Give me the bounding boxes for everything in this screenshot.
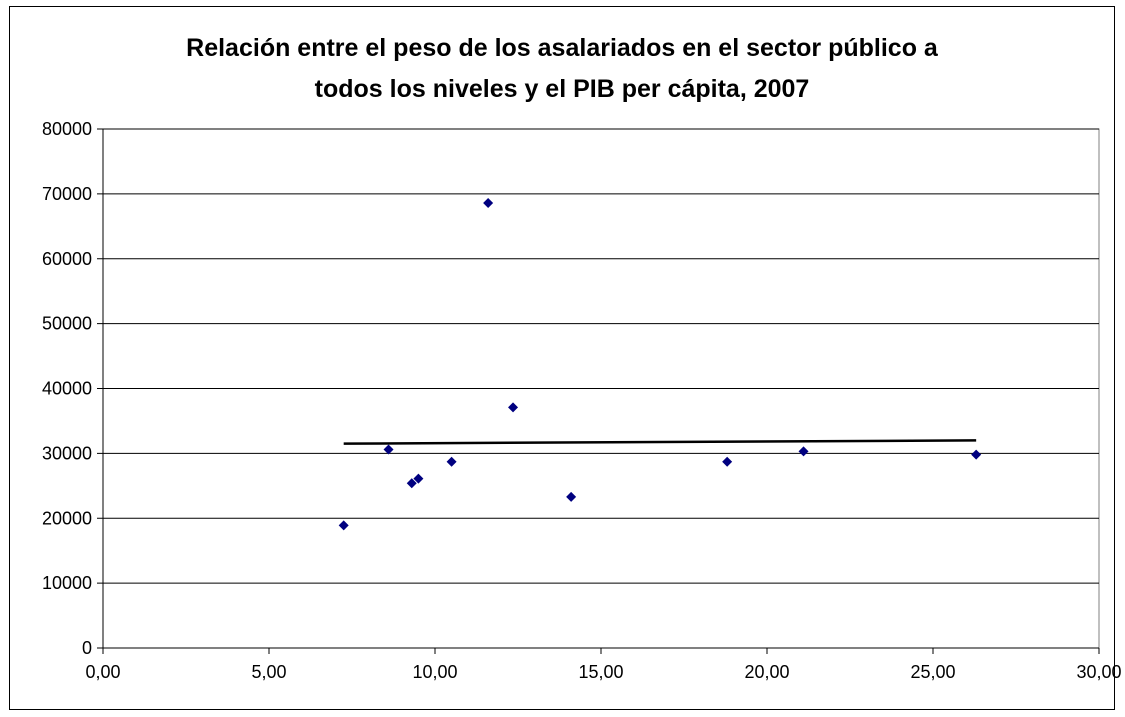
data-point-0 [338,520,349,531]
data-point-10 [971,449,982,460]
y-tick-label-1: 10000 [42,573,92,593]
x-tick-label-2: 10,00 [412,662,457,682]
x-tick-label-0: 0,00 [85,662,120,682]
y-tick-label-0: 0 [82,638,92,658]
data-point-8 [722,456,733,467]
data-point-9 [798,446,809,457]
x-tick-label-1: 5,00 [251,662,286,682]
y-axis-tick-labels: 0 10000 20000 30000 40000 50000 60000 70000 8000… [42,119,103,658]
data-point-4 [446,456,457,467]
data-point-6 [508,402,519,413]
gridlines [103,128,1099,584]
y-tick-label-3: 30000 [42,443,92,463]
title-line-1: Relación entre el peso de los asalariado… [186,34,939,62]
x-tick-label-4: 20,00 [744,662,789,682]
y-tick-label-4: 40000 [42,379,92,399]
y-tick-label-7: 70000 [42,184,92,204]
chart-area [9,6,1115,710]
y-tick-label-8: 80000 [42,119,92,139]
title-line-2: todos los niveles y el PIB per cápita, 2… [315,75,810,103]
y-tick-label-6: 60000 [42,249,92,269]
x-tick-label-5: 25,00 [910,662,955,682]
data-point-1 [383,444,394,455]
x-tick-label-3: 15,00 [578,662,623,682]
data-point-3 [413,473,424,484]
trendline-group [343,439,977,445]
data-point-2 [406,478,417,489]
x-tick-label-6: 30,00 [1076,662,1121,682]
data-point-5 [483,197,494,208]
trendline [343,439,977,445]
y-tick-label-2: 20000 [42,508,92,528]
chart-title: Relación entre el peso de los asalariado… [186,34,939,103]
y-tick-label-5: 50000 [42,314,92,334]
data-point-7 [566,491,577,502]
x-axis-tick-labels: 0,00 5,00 10,00 15,00 20,00 25,00 30,00 [85,648,1122,682]
data-points [338,197,982,531]
